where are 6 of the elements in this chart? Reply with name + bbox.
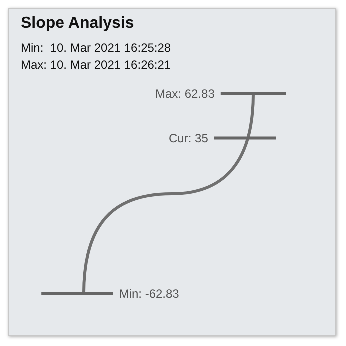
text: Slope Analysis <box>21 15 136 33</box>
data-label: Cur: 35 <box>169 131 209 146</box>
text: Max: 10. Mar 2021 16:26:21 <box>21 58 172 72</box>
data-label: Max: 62.83 <box>156 87 216 101</box>
text: Min: 10. Mar 2021 16:25:28 <box>21 41 172 55</box>
data-label: Min: -62.83 <box>119 287 180 301</box>
